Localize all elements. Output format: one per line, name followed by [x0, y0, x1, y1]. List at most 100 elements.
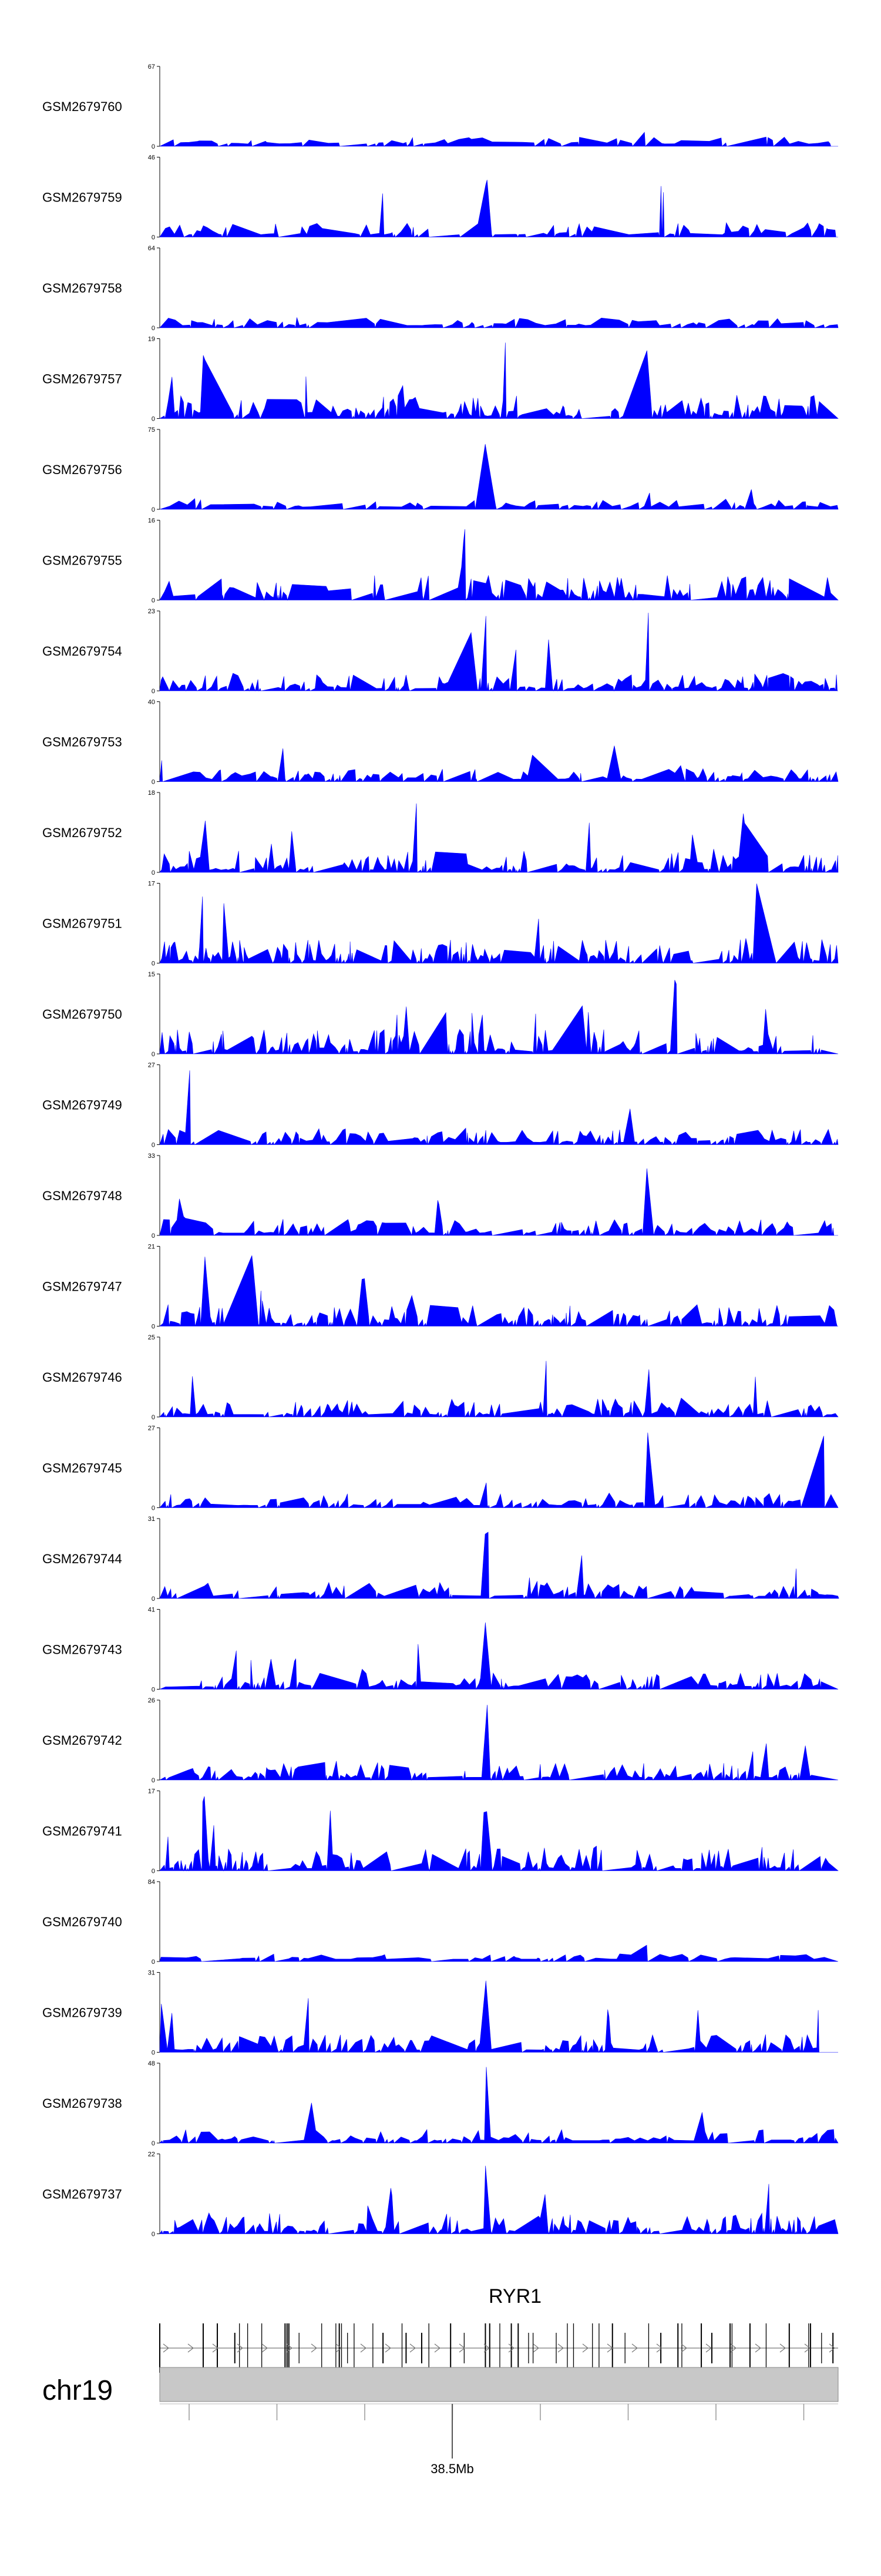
- track-GSM2679747: GSM2679747 21 0: [42, 1244, 838, 1331]
- strand-arrow: [212, 2343, 218, 2353]
- y-tick-label-max: 26: [148, 1697, 155, 1704]
- track-label: GSM2679737: [42, 2187, 122, 2202]
- y-tick-label-min: 0: [152, 416, 155, 423]
- strand-arrow: [237, 2343, 243, 2353]
- coverage-area: [159, 1944, 839, 1962]
- track-label: GSM2679741: [42, 1824, 122, 1839]
- track-label: GSM2679740: [42, 1915, 122, 1929]
- y-tick-label-max: 31: [148, 1516, 155, 1523]
- y-tick-label-min: 0: [152, 1959, 155, 1966]
- coverage-area: [159, 1622, 839, 1690]
- track-label: GSM2679750: [42, 1007, 122, 1022]
- coverage-area: [159, 529, 839, 601]
- track-GSM2679754: GSM2679754 23 0: [42, 608, 838, 695]
- track-label: GSM2679749: [42, 1098, 122, 1113]
- y-tick-label-min: 0: [152, 1687, 155, 1694]
- y-tick-label-max: 17: [148, 1788, 155, 1795]
- track-label: GSM2679747: [42, 1279, 122, 1294]
- track-label: GSM2679748: [42, 1188, 122, 1203]
- track-GSM2679741: GSM2679741 17 0: [42, 1788, 839, 1875]
- track-GSM2679757: GSM2679757 19 0: [42, 336, 839, 423]
- y-tick-label-max: 15: [148, 971, 155, 978]
- track-GSM2679756: GSM2679756 75 0: [42, 426, 839, 513]
- ideogram-track: chr19: [42, 2367, 839, 2406]
- strand-arrow: [187, 2343, 194, 2353]
- track-GSM2679752: GSM2679752 18 0: [42, 790, 839, 876]
- coverage-area: [159, 745, 839, 782]
- coverage-area: [159, 2165, 839, 2235]
- y-tick-label-min: 0: [152, 1777, 155, 1784]
- strand-arrow: [730, 2343, 737, 2353]
- strand-arrow: [385, 2343, 391, 2353]
- coverage-area: [159, 803, 839, 874]
- y-tick-label-max: 17: [148, 881, 155, 888]
- strand-arrow: [163, 2343, 169, 2353]
- track-label: GSM2679742: [42, 1733, 122, 1748]
- y-tick-label-max: 84: [148, 1879, 155, 1886]
- y-tick-label-min: 0: [152, 1324, 155, 1331]
- track-GSM2679748: GSM2679748 33 0: [42, 1153, 838, 1240]
- axis-tick-label-38.5Mb: 38.5Mb: [431, 2461, 473, 2476]
- y-tick-label-max: 23: [148, 608, 155, 615]
- track-label: GSM2679758: [42, 281, 122, 295]
- gene-model-RYR1: [159, 2323, 838, 2373]
- track-label: GSM2679759: [42, 190, 122, 205]
- coverage-area: [159, 132, 838, 147]
- track-GSM2679759: GSM2679759 46 0: [42, 155, 838, 241]
- coverage-area: [159, 613, 838, 692]
- y-tick-label-max: 22: [148, 2151, 155, 2158]
- track-label: GSM2679756: [42, 462, 122, 477]
- track-label: GSM2679760: [42, 99, 122, 114]
- strand-arrow: [607, 2343, 613, 2353]
- track-label: GSM2679753: [42, 735, 122, 750]
- track-label: GSM2679751: [42, 916, 122, 931]
- coverage-area: [159, 1255, 838, 1327]
- y-tick-label-min: 0: [152, 1868, 155, 1875]
- track-label: GSM2679743: [42, 1643, 122, 1657]
- coverage-area: [159, 1432, 839, 1509]
- track-label: GSM2679739: [42, 2006, 122, 2020]
- y-tick-label-max: 40: [148, 699, 155, 706]
- strand-arrow: [508, 2343, 515, 2353]
- y-tick-label-min: 0: [152, 960, 155, 968]
- y-tick-label-max: 27: [148, 1425, 155, 1432]
- y-tick-label-min: 0: [152, 506, 155, 513]
- track-GSM2679751: GSM2679751 17 0: [42, 881, 839, 968]
- strand-arrow: [261, 2343, 268, 2353]
- y-tick-label-max: 27: [148, 1062, 155, 1069]
- track-GSM2679742: GSM2679742 26 0: [42, 1697, 839, 1784]
- coverage-area: [159, 1070, 839, 1146]
- coverage-area: [159, 1361, 839, 1418]
- track-label: GSM2679746: [42, 1370, 122, 1385]
- track-label: GSM2679745: [42, 1461, 122, 1476]
- strand-arrow: [681, 2343, 687, 2353]
- tracks-group: GSM2679760670GSM2679759460GSM2679758640G…: [42, 63, 839, 2238]
- coverage-area: [159, 342, 839, 419]
- gene-track: RYR1: [159, 2285, 838, 2373]
- y-tick-label-min: 0: [152, 688, 155, 695]
- y-tick-label-min: 0: [152, 234, 155, 241]
- track-GSM2679739: GSM2679739 31 0: [42, 1970, 838, 2057]
- genome-axis: 38.5Mb: [160, 2403, 838, 2476]
- y-tick-label-max: 25: [148, 1334, 155, 1341]
- track-GSM2679746: GSM2679746 25 0: [42, 1334, 839, 1421]
- track-GSM2679740: GSM2679740 84 0: [42, 1879, 839, 1966]
- y-tick-label-min: 0: [152, 1142, 155, 1149]
- strand-arrow: [483, 2343, 490, 2353]
- coverage-area: [159, 884, 839, 964]
- coverage-area: [159, 1796, 839, 1872]
- strand-arrow: [459, 2343, 465, 2353]
- y-tick-label-max: 75: [148, 426, 155, 434]
- track-GSM2679745: GSM2679745 27 0: [42, 1425, 839, 1512]
- track-GSM2679749: GSM2679749 27 0: [42, 1062, 839, 1149]
- axis-ticks: [189, 2404, 805, 2420]
- coverage-area: [159, 444, 839, 511]
- coverage-area: [159, 2067, 839, 2144]
- chromosome-label: chr19: [42, 2375, 113, 2406]
- track-label: GSM2679752: [42, 825, 122, 840]
- y-tick-label-min: 0: [152, 1232, 155, 1240]
- track-GSM2679760: GSM2679760 67 0: [42, 63, 838, 150]
- y-tick-label-max: 41: [148, 1607, 155, 1614]
- strand-arrow: [755, 2343, 761, 2353]
- track-GSM2679738: GSM2679738 48 0: [42, 2060, 839, 2147]
